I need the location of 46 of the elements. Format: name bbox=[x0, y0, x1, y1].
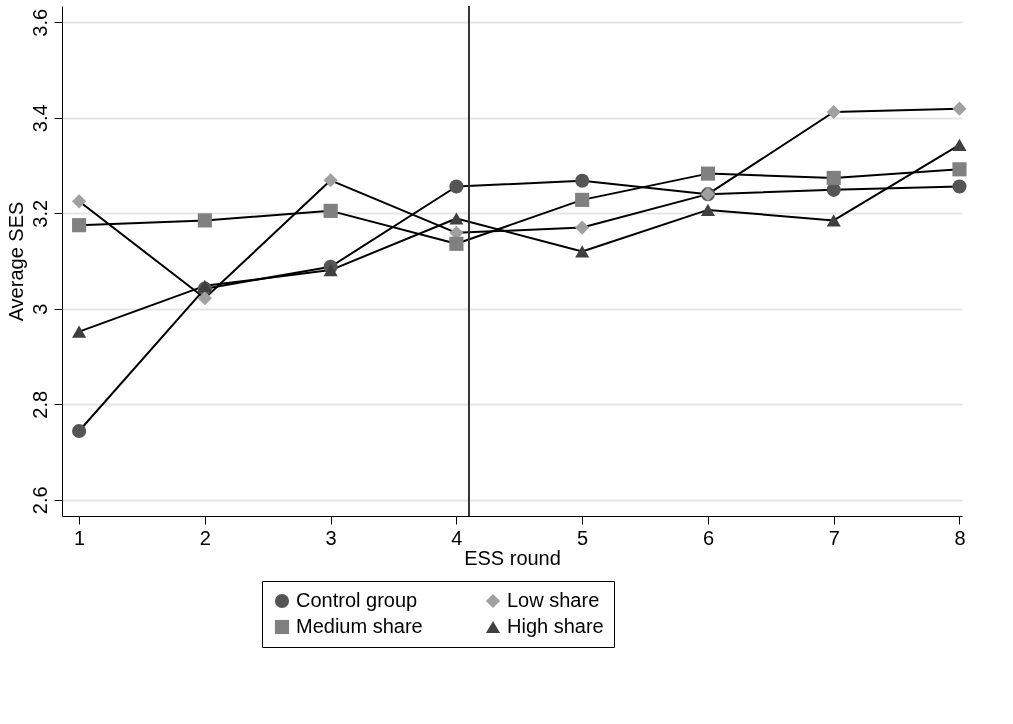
point bbox=[826, 104, 841, 120]
x-tick-label: 2 bbox=[199, 526, 211, 549]
x-tick-label: 1 bbox=[74, 526, 86, 549]
point bbox=[575, 173, 590, 188]
point bbox=[449, 212, 464, 225]
point bbox=[952, 162, 967, 177]
y-tick-label: 2.8 bbox=[28, 390, 51, 419]
point bbox=[826, 214, 841, 227]
point bbox=[952, 101, 967, 116]
point bbox=[575, 220, 590, 235]
x-tick-label: 5 bbox=[577, 526, 589, 549]
y-tick-label: 2.6 bbox=[28, 486, 51, 515]
point bbox=[197, 213, 212, 228]
legend-label: Control group bbox=[296, 589, 418, 611]
x-tick-label: 8 bbox=[954, 526, 966, 549]
x-tick-label: 7 bbox=[828, 526, 840, 549]
y-tick-label: 3.2 bbox=[28, 199, 51, 228]
x-tick-label: 4 bbox=[451, 526, 463, 549]
point bbox=[72, 194, 87, 209]
x-axis-title: ESS round bbox=[464, 546, 561, 569]
point bbox=[826, 170, 841, 185]
point bbox=[449, 236, 464, 251]
y-tick-label: 3 bbox=[28, 303, 51, 315]
point bbox=[575, 192, 590, 207]
point bbox=[323, 173, 338, 188]
point bbox=[197, 291, 212, 306]
legend-label: Low share bbox=[507, 589, 600, 611]
point bbox=[72, 423, 87, 439]
point bbox=[197, 279, 212, 292]
y-tick-label: 3.6 bbox=[28, 8, 51, 37]
point bbox=[952, 179, 967, 194]
x-tick-label: 6 bbox=[702, 526, 715, 549]
legend-label: High share bbox=[507, 615, 604, 637]
point bbox=[952, 138, 967, 152]
y-tick-label: 3.4 bbox=[28, 104, 51, 133]
legend-label: Medium share bbox=[296, 615, 423, 637]
point bbox=[323, 263, 338, 277]
point bbox=[72, 218, 87, 233]
point bbox=[700, 166, 716, 181]
point bbox=[575, 245, 590, 258]
point bbox=[323, 203, 338, 218]
point bbox=[72, 325, 87, 338]
point bbox=[700, 203, 716, 217]
y-axis-title: Average SES bbox=[4, 201, 27, 322]
x-tick-label: 3 bbox=[325, 526, 337, 549]
point bbox=[449, 179, 464, 194]
